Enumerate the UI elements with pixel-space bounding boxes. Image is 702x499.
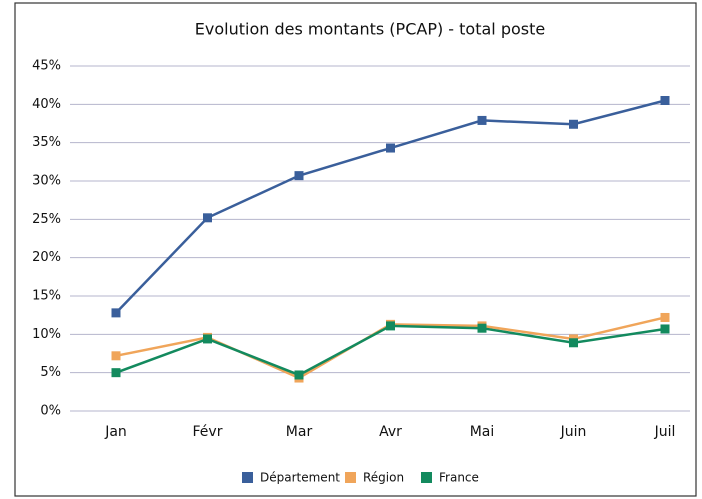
x-tick-label: Juil bbox=[654, 424, 676, 440]
x-tick-label: Févr bbox=[193, 424, 223, 440]
y-tick-label: 15% bbox=[32, 289, 61, 304]
x-tick-label: Mai bbox=[470, 424, 495, 440]
y-tick-label: 35% bbox=[32, 135, 61, 150]
x-tick-label: Jan bbox=[104, 424, 127, 440]
point-marker bbox=[477, 323, 487, 333]
point-marker bbox=[111, 351, 121, 361]
legend-swatch bbox=[421, 472, 432, 483]
point-marker bbox=[294, 171, 304, 181]
legend-swatch bbox=[345, 472, 356, 483]
y-tick-label: 30% bbox=[32, 174, 61, 189]
legend-swatch bbox=[242, 472, 253, 483]
point-marker bbox=[660, 312, 670, 322]
y-tick-label: 40% bbox=[32, 97, 61, 112]
chart-title: Evolution des montants (PCAP) - total po… bbox=[195, 20, 545, 39]
legend-label: Région bbox=[363, 471, 404, 485]
y-tick-label: 25% bbox=[32, 212, 61, 227]
y-tick-label: 20% bbox=[32, 250, 61, 265]
point-marker bbox=[111, 368, 121, 378]
point-marker bbox=[477, 115, 487, 125]
point-marker bbox=[386, 143, 395, 153]
y-tick-label: 45% bbox=[32, 59, 61, 74]
point-marker bbox=[111, 308, 121, 318]
x-tick-label: Juin bbox=[560, 424, 587, 440]
point-marker bbox=[660, 324, 670, 334]
chart-frame bbox=[14, 2, 697, 497]
y-tick-label: 5% bbox=[40, 365, 61, 380]
legend-label: Département bbox=[260, 471, 340, 485]
y-tick-label: 0% bbox=[40, 404, 61, 419]
point-marker bbox=[386, 321, 395, 331]
y-tick-label: 10% bbox=[32, 327, 61, 342]
point-marker bbox=[294, 370, 304, 380]
legend-label: France bbox=[439, 471, 479, 485]
x-tick-label: Mar bbox=[286, 424, 313, 440]
point-marker bbox=[203, 213, 212, 223]
point-marker bbox=[569, 119, 578, 129]
point-marker bbox=[203, 334, 212, 344]
point-marker bbox=[569, 338, 578, 348]
x-tick-label: Avr bbox=[379, 424, 402, 440]
point-marker bbox=[660, 96, 670, 105]
